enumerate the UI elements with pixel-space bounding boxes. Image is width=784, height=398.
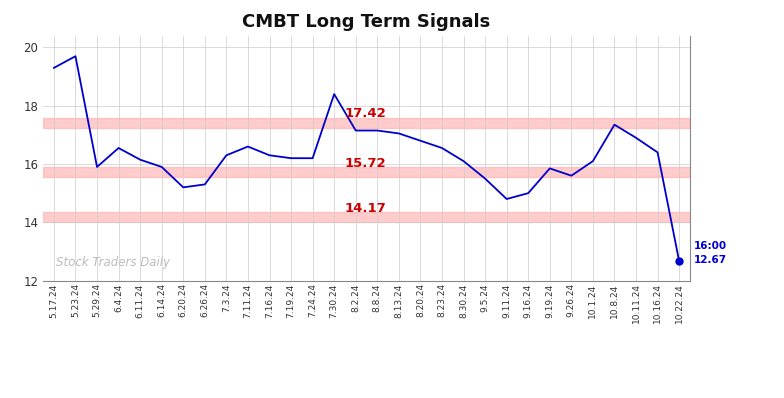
Text: 15.72: 15.72 [345,157,387,170]
Bar [43,117,690,128]
Text: Stock Traders Daily: Stock Traders Daily [56,256,170,269]
Bar [43,212,690,222]
Bar [43,167,690,177]
Text: 12.67: 12.67 [694,255,728,265]
Text: 17.42: 17.42 [345,107,387,121]
Text: 14.17: 14.17 [345,202,387,215]
Title: CMBT Long Term Signals: CMBT Long Term Signals [242,14,491,31]
Text: 16:00: 16:00 [694,241,728,251]
